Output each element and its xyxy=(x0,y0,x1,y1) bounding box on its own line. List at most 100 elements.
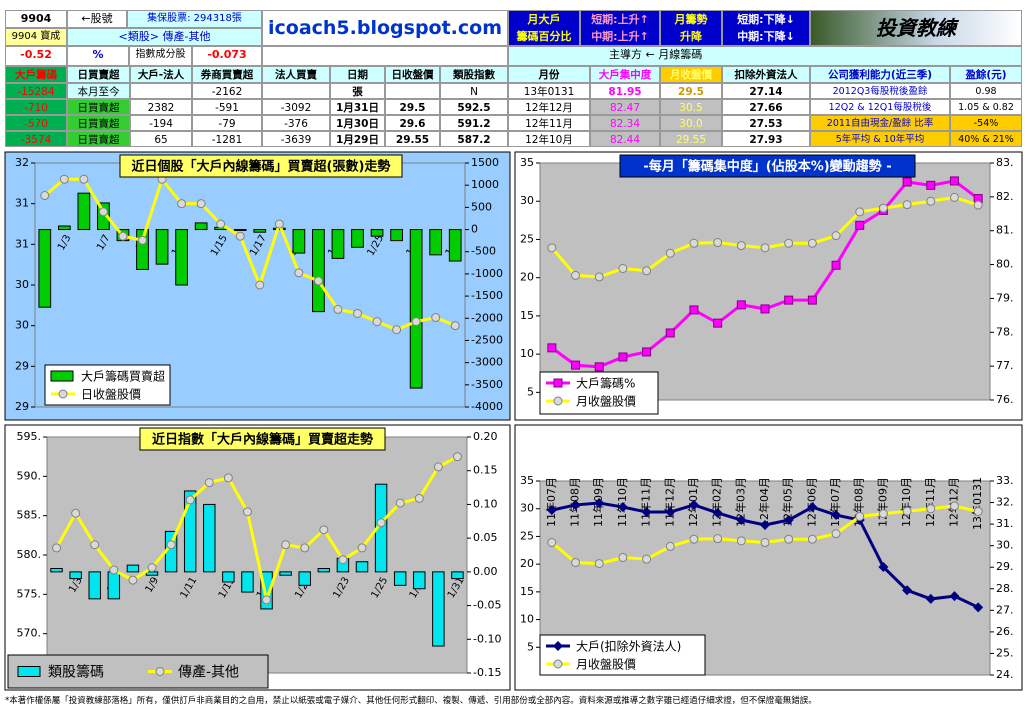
point xyxy=(571,270,581,280)
label: 中期:下降↓ xyxy=(737,30,795,43)
point xyxy=(357,543,367,553)
point xyxy=(594,362,604,372)
point xyxy=(204,478,214,488)
x-tick-label: 1/29 xyxy=(405,233,426,258)
point xyxy=(642,347,652,357)
y2-tick-label: -4000 xyxy=(471,400,503,413)
y-tick-label: 5 xyxy=(527,385,534,398)
logo: 投資教練 xyxy=(810,10,1022,46)
table-cell: 30.0 xyxy=(660,115,722,131)
label: 籌碼百分比 xyxy=(516,30,572,43)
x-tick-label: 11年10月 xyxy=(615,477,629,527)
point xyxy=(736,300,746,310)
point xyxy=(98,207,108,217)
bar xyxy=(351,229,364,248)
x-tick-label: 1/25 xyxy=(370,575,391,600)
x-tick-label: 12年06月 xyxy=(804,477,818,527)
site: icoach5.blogspot.com xyxy=(262,10,508,46)
x-tick-label: 12年03月 xyxy=(733,477,747,527)
line xyxy=(551,501,979,609)
point xyxy=(59,174,69,184)
table-cell: -79 xyxy=(192,115,262,131)
bar xyxy=(253,229,267,233)
sector: <類股> 傳產-其他 xyxy=(67,28,262,46)
bar xyxy=(355,561,369,573)
table-cell: 82.44 xyxy=(590,131,660,147)
y2-tick-label: 29. xyxy=(996,560,1014,573)
bar xyxy=(370,229,384,237)
bar xyxy=(136,229,149,270)
y2-tick-label: 79. xyxy=(996,291,1014,304)
point xyxy=(784,534,794,544)
table-cell: 591.2 xyxy=(440,115,508,131)
point xyxy=(878,562,889,573)
table-cell: 張 xyxy=(330,83,385,99)
legend-marker xyxy=(553,396,563,406)
table-cell: -1281 xyxy=(192,131,262,147)
point xyxy=(973,200,983,210)
chart-title: 近日指數「大戶內線籌碼」買賣超走勢 xyxy=(152,432,373,448)
bar xyxy=(203,503,216,573)
table-cell: 29.55 xyxy=(660,131,722,147)
table-cell: 本月至今 xyxy=(67,83,130,99)
point xyxy=(547,538,557,548)
legend-marker xyxy=(58,389,68,399)
point xyxy=(760,243,770,253)
y2-tick-label: 27. xyxy=(996,603,1014,616)
table-cell: 2012Q3每股稅後盈餘 xyxy=(810,83,950,99)
x-tick-label: 11年11月 xyxy=(639,477,653,527)
x-tick-label: 11年12月 xyxy=(662,477,676,527)
column-header: 類股指數 xyxy=(440,66,508,83)
title-box xyxy=(139,427,386,451)
point xyxy=(831,231,841,241)
x-tick-label: 1/25 xyxy=(365,233,386,258)
point xyxy=(618,352,628,362)
x-tick-label: 1/21 xyxy=(287,233,308,258)
x-tick-label: 1/11 xyxy=(170,233,191,258)
y-tick-label: 15 xyxy=(520,309,534,322)
y2-tick-label: 0.10 xyxy=(473,497,498,510)
point xyxy=(855,511,865,521)
x-tick-label: 1/17 xyxy=(255,575,276,600)
x-tick-label: 1/31 xyxy=(446,575,467,600)
table-cell: 81.95 xyxy=(590,83,660,99)
bar xyxy=(145,571,159,576)
x-tick-label: 1/15 xyxy=(217,575,238,600)
x-tick-label: 1/3 xyxy=(67,575,85,594)
point xyxy=(594,272,604,282)
point xyxy=(546,505,557,516)
table-cell: 1.05 & 0.82 xyxy=(950,99,1022,115)
line xyxy=(550,179,980,369)
point xyxy=(642,266,652,276)
y2-tick-label: -500 xyxy=(471,245,496,258)
y2-tick-label: -3500 xyxy=(471,378,503,391)
table-cell: 12年10月 xyxy=(508,131,590,147)
x-tick-label: 1/9 xyxy=(134,233,152,252)
table-cell: 12年11月 xyxy=(508,115,590,131)
table-cell: 40% & 21% xyxy=(950,131,1022,147)
index-member: 指數成分股 xyxy=(129,46,192,66)
y2-tick-label: 24. xyxy=(996,668,1014,681)
point xyxy=(878,203,888,213)
table-cell: 587.2 xyxy=(440,131,508,147)
point xyxy=(760,304,770,314)
point xyxy=(736,241,746,251)
point xyxy=(452,452,462,462)
point xyxy=(431,313,441,323)
y-tick-label: 30 xyxy=(15,319,29,332)
chart-area xyxy=(4,151,511,421)
x-tick-label: 1/9 xyxy=(144,575,162,594)
bar xyxy=(409,229,423,389)
point xyxy=(450,321,460,331)
bar xyxy=(69,571,82,580)
x-tick-label: 12年01月 xyxy=(686,477,700,527)
table-cell: 日買賣超 xyxy=(67,131,130,147)
y-tick-label: 5 xyxy=(527,640,534,653)
point xyxy=(854,515,865,526)
bar xyxy=(126,564,140,573)
table-cell: 27.14 xyxy=(722,83,810,99)
point xyxy=(570,499,581,510)
y2-tick-label: 0.15 xyxy=(473,464,498,477)
point xyxy=(594,559,604,569)
bar xyxy=(292,229,306,254)
